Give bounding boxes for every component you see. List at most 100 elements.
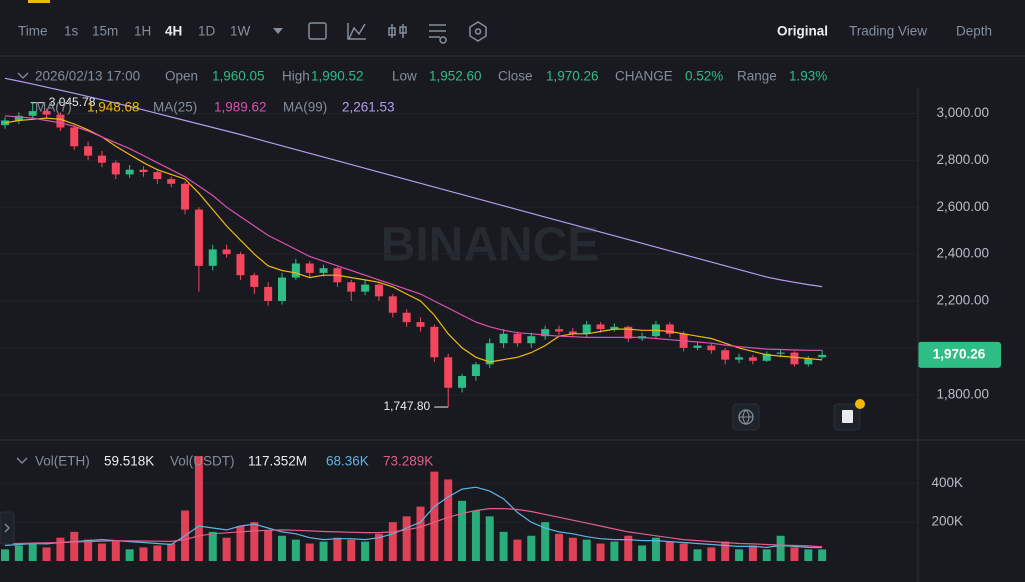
volume-bar bbox=[485, 516, 494, 561]
globe-icon[interactable] bbox=[732, 403, 760, 431]
interval[interactable]: 1s bbox=[64, 24, 79, 39]
candle-body bbox=[374, 284, 383, 297]
candle-body bbox=[499, 333, 508, 344]
candle-body bbox=[42, 111, 51, 115]
view-tab[interactable]: Trading View bbox=[849, 24, 927, 39]
volume-bar bbox=[776, 535, 785, 561]
volume-bar bbox=[651, 537, 660, 561]
volume-bar bbox=[125, 549, 134, 561]
volume-bar bbox=[84, 539, 93, 561]
info-label: Open bbox=[165, 69, 198, 84]
info-label: Close bbox=[498, 69, 533, 84]
volume-bar bbox=[388, 522, 397, 561]
volume-bar bbox=[804, 549, 813, 561]
volume-bar bbox=[305, 543, 314, 561]
candle-body bbox=[402, 312, 411, 323]
volume-bar bbox=[458, 500, 467, 561]
volume-bar bbox=[319, 541, 328, 561]
candle-body bbox=[458, 376, 467, 388]
volume-bar bbox=[374, 533, 383, 561]
volume-bar bbox=[624, 535, 633, 561]
candle-body bbox=[624, 326, 633, 339]
ma-line bbox=[4, 486, 823, 549]
notification-dot bbox=[855, 399, 865, 409]
y-tick-label: 2,200.00 bbox=[936, 293, 989, 308]
candle-body bbox=[305, 263, 314, 273]
volume-bar bbox=[42, 547, 51, 561]
volume-bar bbox=[541, 522, 550, 561]
icon-chart[interactable] bbox=[347, 23, 366, 40]
volume-bar bbox=[527, 535, 536, 561]
volume-bar bbox=[596, 543, 605, 561]
icon-settings[interactable] bbox=[429, 24, 447, 44]
candle-body bbox=[471, 364, 480, 377]
candle-body bbox=[84, 146, 93, 156]
tool-icons bbox=[308, 21, 487, 44]
info-value: 1,952.60 bbox=[429, 69, 482, 84]
candle-body bbox=[485, 343, 494, 365]
interval[interactable]: 15m bbox=[92, 24, 118, 39]
notes-icon[interactable] bbox=[833, 399, 865, 431]
volume-bar bbox=[721, 541, 730, 561]
candle-body bbox=[596, 324, 605, 330]
candle-body bbox=[541, 329, 550, 337]
volume-bar bbox=[416, 506, 425, 561]
volume-bar bbox=[568, 537, 577, 561]
vol-name: Vol(USDT) bbox=[170, 454, 235, 469]
more-intervals[interactable] bbox=[273, 28, 283, 34]
volume-bar bbox=[582, 539, 591, 561]
candle-body bbox=[735, 357, 744, 360]
volume-bar bbox=[70, 531, 79, 561]
interval-active[interactable]: 4H bbox=[165, 24, 182, 39]
candle-body bbox=[347, 282, 356, 292]
y-tick-label: 2,600.00 bbox=[936, 199, 989, 214]
volume-pane: 200K 400K bbox=[0, 456, 963, 561]
last-price-label: 1,970.26 bbox=[933, 346, 986, 361]
active-indicator bbox=[28, 0, 50, 3]
volume-bar bbox=[1, 549, 9, 561]
volume-bar bbox=[513, 539, 522, 561]
volume-bar bbox=[264, 529, 273, 561]
ma-line bbox=[4, 115, 823, 351]
icon-candles[interactable] bbox=[388, 24, 407, 38]
view-tab-active[interactable]: Original bbox=[777, 24, 828, 39]
candle-body bbox=[278, 277, 286, 302]
interval[interactable]: 1W bbox=[230, 24, 251, 39]
info-date: 2026/02/13 17:00 bbox=[35, 69, 140, 84]
volume-bar bbox=[402, 516, 411, 561]
volume-bar bbox=[139, 547, 148, 561]
collapse-icon[interactable] bbox=[17, 72, 29, 79]
info-value: 0.52% bbox=[685, 69, 723, 84]
candle-body bbox=[236, 254, 245, 276]
candle-body bbox=[555, 329, 563, 332]
collapse-icon[interactable] bbox=[16, 457, 28, 464]
volume-bar bbox=[444, 479, 453, 561]
interval[interactable]: 1D bbox=[198, 24, 216, 39]
vol-name: Vol(ETH) bbox=[35, 454, 90, 469]
volume-bar bbox=[222, 537, 231, 561]
candle-body bbox=[693, 345, 702, 348]
candle-body bbox=[56, 114, 65, 128]
icon-indicator[interactable] bbox=[308, 22, 327, 40]
volume-bar bbox=[638, 545, 647, 561]
ma-name: MA(25) bbox=[153, 100, 197, 115]
candle-body bbox=[181, 183, 190, 210]
high-label: 3,045.78 bbox=[49, 95, 96, 109]
info-label: Low bbox=[392, 69, 417, 84]
expand-panel[interactable] bbox=[0, 511, 15, 545]
volume-bar bbox=[194, 456, 203, 561]
volume-bar bbox=[693, 549, 702, 561]
candle-body bbox=[610, 326, 619, 330]
y-tick-label: 1,800.00 bbox=[936, 386, 989, 401]
interval[interactable]: Time bbox=[18, 24, 48, 39]
y-tick-label: 200K bbox=[931, 514, 963, 529]
icon-hex[interactable] bbox=[469, 21, 487, 42]
volume-bar bbox=[333, 537, 342, 561]
candle-body bbox=[804, 358, 813, 365]
interval[interactable]: 1H bbox=[134, 24, 151, 39]
vol-ma-value: 73.289K bbox=[383, 454, 433, 469]
volume-bar bbox=[167, 543, 176, 561]
view-tab[interactable]: Depth bbox=[956, 24, 992, 39]
volume-bar bbox=[762, 549, 771, 561]
